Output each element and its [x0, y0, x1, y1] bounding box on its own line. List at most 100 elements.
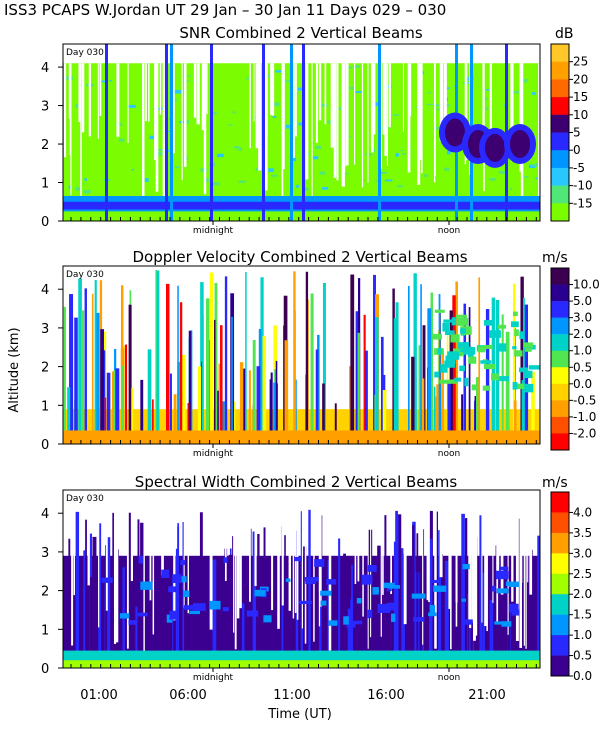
- snr-gap: [99, 63, 102, 117]
- spectral-streak: [459, 602, 462, 668]
- snr-gap: [420, 63, 423, 174]
- snr-gap: [330, 63, 335, 148]
- doppler-streak: [322, 383, 325, 444]
- spectral-cell: [246, 610, 259, 617]
- doppler-streak: [373, 274, 376, 444]
- spectral-streak: [92, 536, 97, 668]
- doppler-streak: [438, 293, 441, 444]
- snr-cell: [238, 180, 246, 183]
- x-tick-label: 21:00: [468, 688, 505, 703]
- doppler-cell: [512, 382, 518, 390]
- spectral-streak: [137, 519, 140, 668]
- spectral-cell: [377, 603, 391, 613]
- doppler-cell: [456, 317, 469, 326]
- spectral-streak: [85, 519, 87, 668]
- colorbar-swatch: [551, 367, 569, 385]
- snr-cell: [303, 187, 309, 191]
- doppler-streak: [106, 372, 111, 444]
- spectral-streak: [444, 560, 449, 668]
- time-marker-label: midnight: [193, 226, 234, 236]
- doppler-streak: [113, 370, 116, 444]
- spectral-heatmap: [63, 509, 540, 668]
- time-marker-label: noon: [438, 673, 460, 683]
- snr-gap: [311, 63, 313, 198]
- doppler-streak: [181, 354, 186, 444]
- colorbar-swatch: [551, 317, 569, 335]
- doppler-cell: [460, 328, 466, 334]
- snr-gap: [88, 63, 92, 137]
- spectral-streak: [263, 527, 266, 668]
- doppler-streak: [433, 386, 436, 444]
- spectral-cell: [433, 585, 447, 592]
- spectral-streak: [135, 606, 139, 668]
- spectral-cell: [372, 587, 379, 595]
- doppler-cell: [471, 384, 479, 391]
- spectral-streak: [532, 560, 535, 668]
- time-marker-label: midnight: [193, 449, 234, 459]
- spectral-gap: [277, 509, 280, 629]
- doppler-heatmap: [63, 269, 540, 444]
- doppler-streak: [262, 336, 266, 444]
- snr-cell: [446, 87, 450, 90]
- doppler-streak: [239, 362, 244, 444]
- snr-cell: [313, 156, 319, 160]
- doppler-streak: [224, 276, 228, 444]
- snr-gap: [206, 63, 208, 115]
- snr-cell: [338, 107, 343, 110]
- spectral-cell: [263, 615, 272, 623]
- spectral-day-label: Day 030: [66, 494, 104, 504]
- doppler-cell: [432, 333, 442, 340]
- snr-gap: [464, 63, 467, 165]
- spectral-cell: [304, 577, 319, 582]
- spectral-streak: [461, 513, 465, 668]
- snr-gap: [196, 63, 200, 125]
- spectral-streak: [338, 538, 341, 668]
- snr-cell: [327, 120, 333, 124]
- spectral-cell: [367, 609, 373, 619]
- spectral-streak: [464, 518, 468, 668]
- spectral-cell: [461, 598, 466, 602]
- doppler-streak: [521, 380, 524, 444]
- doppler-streak: [275, 360, 278, 444]
- doppler-ground: [63, 430, 540, 444]
- snr-title: SNR Combined 2 Vertical Beams: [179, 24, 422, 42]
- doppler-cell: [483, 344, 493, 349]
- spectral-gap: [294, 509, 297, 613]
- doppler-streak: [128, 304, 132, 444]
- doppler-streak: [78, 278, 82, 444]
- spectral-cell: [169, 610, 177, 620]
- spectral-gap: [115, 509, 119, 643]
- colorbar-label: 15: [573, 90, 588, 104]
- colorbar-swatch: [551, 114, 569, 133]
- spectral-streak: [284, 535, 286, 668]
- spectral-cell: [495, 570, 509, 580]
- y-tick-label: 1: [41, 399, 49, 414]
- colorbar-swatch: [551, 79, 569, 98]
- snr-cell: [424, 174, 429, 177]
- spectral-cell: [320, 600, 327, 606]
- snr-gap: [148, 63, 150, 122]
- colorbar-swatch: [551, 492, 569, 513]
- spectral-cell: [172, 574, 182, 584]
- spectral-streak: [308, 509, 311, 668]
- doppler-cell: [480, 360, 492, 364]
- snr-cell: [322, 103, 327, 108]
- spectral-cell: [294, 556, 303, 562]
- snr-cell: [227, 124, 233, 126]
- doppler-streak: [197, 366, 202, 444]
- spectral-cell: [254, 589, 266, 597]
- spectral-cell: [161, 569, 170, 578]
- spectral-cell: [189, 610, 201, 615]
- doppler-cell: [514, 329, 519, 337]
- colorbar-swatch: [551, 132, 569, 151]
- spectral-gap: [500, 509, 504, 595]
- spectral-streak: [64, 587, 68, 668]
- doppler-streak: [131, 387, 134, 444]
- spectral-gap: [455, 509, 458, 627]
- snr-streak: [378, 44, 381, 221]
- spectral-gap: [382, 509, 384, 595]
- spectral-gap: [183, 509, 185, 608]
- doppler-streak: [284, 340, 289, 444]
- spectral-cell: [499, 566, 509, 571]
- spectral-cell: [491, 585, 496, 592]
